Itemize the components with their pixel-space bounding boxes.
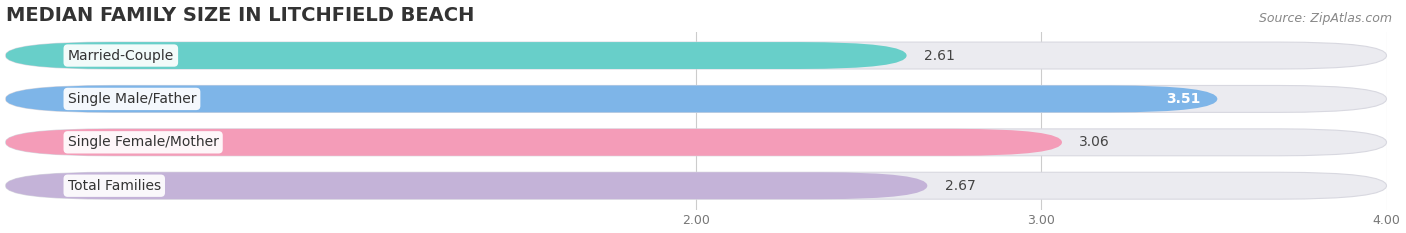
FancyBboxPatch shape xyxy=(6,86,1386,112)
FancyBboxPatch shape xyxy=(6,172,928,199)
Text: Married-Couple: Married-Couple xyxy=(67,48,174,62)
FancyBboxPatch shape xyxy=(6,42,1386,69)
Text: 3.06: 3.06 xyxy=(1080,135,1109,149)
Text: 2.67: 2.67 xyxy=(945,179,976,193)
FancyBboxPatch shape xyxy=(6,86,1218,112)
FancyBboxPatch shape xyxy=(6,129,1062,156)
Text: Single Male/Father: Single Male/Father xyxy=(67,92,197,106)
Text: Single Female/Mother: Single Female/Mother xyxy=(67,135,218,149)
Text: Total Families: Total Families xyxy=(67,179,160,193)
FancyBboxPatch shape xyxy=(6,129,1386,156)
Text: MEDIAN FAMILY SIZE IN LITCHFIELD BEACH: MEDIAN FAMILY SIZE IN LITCHFIELD BEACH xyxy=(6,6,474,24)
FancyBboxPatch shape xyxy=(6,172,1386,199)
FancyBboxPatch shape xyxy=(6,42,907,69)
Text: Source: ZipAtlas.com: Source: ZipAtlas.com xyxy=(1258,12,1392,25)
Text: 2.61: 2.61 xyxy=(924,48,955,62)
Text: 3.51: 3.51 xyxy=(1166,92,1201,106)
